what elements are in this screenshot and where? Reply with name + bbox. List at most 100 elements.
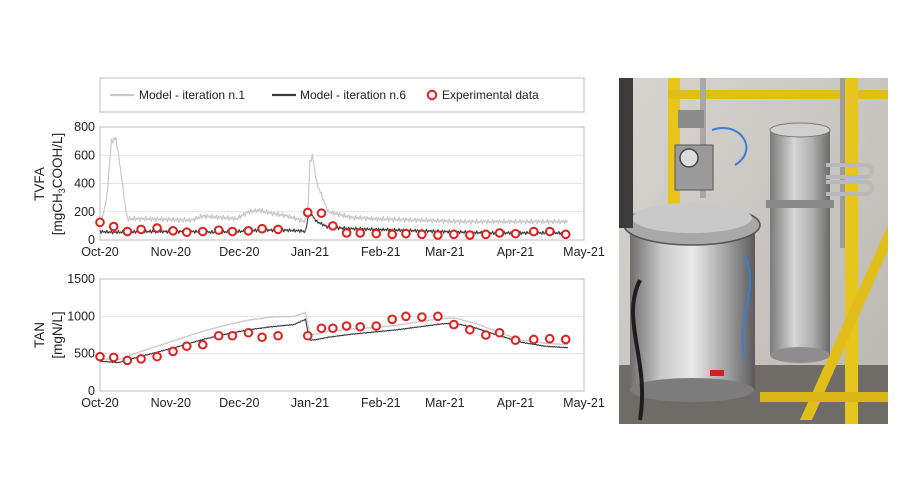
tvfa-experimental-point <box>560 229 571 240</box>
legend-marker-experimental <box>426 89 438 101</box>
tan-series-iter6 <box>99 318 569 364</box>
tvfa-experimental-point <box>433 230 443 240</box>
tan-experimental-point <box>494 327 505 338</box>
tan-x-tick-label: Feb-21 <box>361 396 401 410</box>
tan-experimental-point <box>136 354 146 364</box>
tvfa-y-label-line1: TVFA <box>32 167 47 201</box>
tvfa-experimental-point <box>544 226 555 237</box>
tvfa-experimental-point <box>302 207 313 218</box>
tvfa-y-tick-label: 0 <box>88 233 95 247</box>
tvfa-experimental-point <box>257 223 267 234</box>
tvfa-experimental-point <box>108 221 119 232</box>
tan-y-tick-label: 1500 <box>67 272 95 286</box>
tan-x-tick-label: Apr-21 <box>497 396 535 410</box>
tvfa-y-label-unit-end: COOH/L] <box>50 133 65 189</box>
tvfa-x-tick-label: Oct-20 <box>81 245 119 259</box>
tvfa-experimental-point <box>510 228 521 239</box>
tan-series <box>95 311 571 366</box>
tvfa-experimental-point <box>227 226 238 237</box>
tan-experimental-point <box>227 330 238 341</box>
tvfa-experimental-point <box>494 228 505 238</box>
tvfa-x-tick-label: May-21 <box>563 245 605 259</box>
tan-experimental-point <box>257 332 267 343</box>
photo-pressure-gauge <box>679 148 699 168</box>
tvfa-experimental-point <box>341 228 352 238</box>
tvfa-y-tick-label: 200 <box>74 205 95 219</box>
tan-experimental-point <box>528 334 539 345</box>
tvfa-experimental-point <box>371 228 382 239</box>
tvfa-experimental-point <box>181 227 192 238</box>
tan-experimental-point <box>481 330 491 340</box>
legend: Model - iteration n.1 Model - iteration … <box>99 77 585 113</box>
tan-y-tick-label: 500 <box>74 347 95 361</box>
tan-y-ticks: 0 500 1000 1500 <box>67 272 95 398</box>
tvfa-y-ticks: 0 200 400 600 800 <box>74 120 95 247</box>
photo-red-valve <box>710 370 724 376</box>
tvfa-chart: 0 200 400 600 800 Oct-20 Nov-20 Dec-20 Jan-21 Fe… <box>32 120 605 259</box>
legend-label-iter6: Model - iteration n.6 <box>300 88 406 102</box>
tan-experimental-point <box>355 321 366 332</box>
tan-experimental-point <box>341 321 352 331</box>
tvfa-experimental-point <box>316 208 327 218</box>
tvfa-y-label-subscript: 3 <box>57 188 67 193</box>
legend-label-iter1: Model - iteration n.1 <box>139 88 245 102</box>
tan-gridlines <box>100 315 584 355</box>
tan-y-tick-label: 0 <box>88 384 95 398</box>
tvfa-y-tick-label: 800 <box>74 120 95 134</box>
tan-x-tick-label: Dec-20 <box>219 396 259 410</box>
tvfa-y-label-unit-start: [mgCH <box>50 193 65 235</box>
tvfa-experimental-point <box>528 226 539 237</box>
tvfa-experimental-point <box>168 226 178 236</box>
photo-yellow-beam-top <box>668 90 888 99</box>
photo-small-cylinder-bottom <box>770 347 830 363</box>
tvfa-x-tick-label: Jan-21 <box>291 245 329 259</box>
photo-yellow-beam-diagonal <box>800 225 888 420</box>
tvfa-experimental-point <box>449 229 459 240</box>
tvfa-experimental-point <box>387 229 398 240</box>
tan-experimental-point <box>273 330 283 341</box>
tan-experimental-point <box>371 321 382 331</box>
legend-label-experimental: Experimental data <box>442 88 539 102</box>
tan-x-tick-label: Jan-21 <box>291 396 329 410</box>
tan-x-tick-label: May-21 <box>563 396 605 410</box>
tvfa-experimental-point <box>197 226 208 237</box>
tan-experimental-point <box>122 355 133 366</box>
tvfa-y-tick-label: 600 <box>74 148 95 162</box>
tvfa-experimental-point <box>243 226 254 236</box>
tan-experimental-point <box>302 330 313 341</box>
tan-experimental-point <box>181 341 192 352</box>
tan-experimental-point <box>213 330 224 341</box>
tvfa-x-ticks: Oct-20 Nov-20 Dec-20 Jan-21 Feb-21 Mar-21 Apr-… <box>81 245 605 259</box>
legend-box <box>99 77 585 113</box>
photo-yellow-beam-bottom <box>760 392 888 402</box>
tan-experimental-point <box>243 327 254 338</box>
tan-x-tick-label: Mar-21 <box>425 396 465 410</box>
tvfa-experimental-point <box>152 223 162 233</box>
tan-x-ticks: Oct-20 Nov-20 Dec-20 Jan-21 Feb-21 Mar-21 Apr-… <box>81 396 605 410</box>
tan-y-tick-label: 1000 <box>67 309 95 323</box>
tvfa-y-label-line2: [mgCH3COOH/L] <box>50 133 67 236</box>
tan-experimental-point <box>560 334 571 345</box>
photo-main-tank-bottom <box>630 378 754 402</box>
tan-experimental-point <box>544 333 555 344</box>
tan-y-label-line1: TAN <box>32 322 47 348</box>
tvfa-x-tick-label: Apr-21 <box>497 245 535 259</box>
photo-lid-sensor-box <box>678 110 704 128</box>
tvfa-experimental-point <box>213 225 224 235</box>
tan-experimental-point <box>95 351 105 362</box>
tan-experimental-point <box>328 323 338 334</box>
tan-chart: 0 500 1000 1500 Oct-20 Nov-20 Dec-20 Jan-21 Feb… <box>32 272 605 410</box>
photo-small-cylinder <box>770 130 830 355</box>
tvfa-experimental-point <box>273 224 283 235</box>
tan-experimental-point <box>168 346 178 357</box>
photo-main-tank <box>630 225 755 390</box>
tvfa-experimental-point <box>95 217 105 228</box>
tvfa-gridlines <box>100 154 584 213</box>
tvfa-experimental-point <box>481 229 491 240</box>
photo-blue-cable <box>711 127 751 361</box>
tvfa-x-tick-label: Mar-21 <box>425 245 465 259</box>
tvfa-x-tick-label: Nov-20 <box>151 245 191 259</box>
tvfa-experimental-point <box>417 229 427 240</box>
photo-black-cable <box>631 279 645 421</box>
